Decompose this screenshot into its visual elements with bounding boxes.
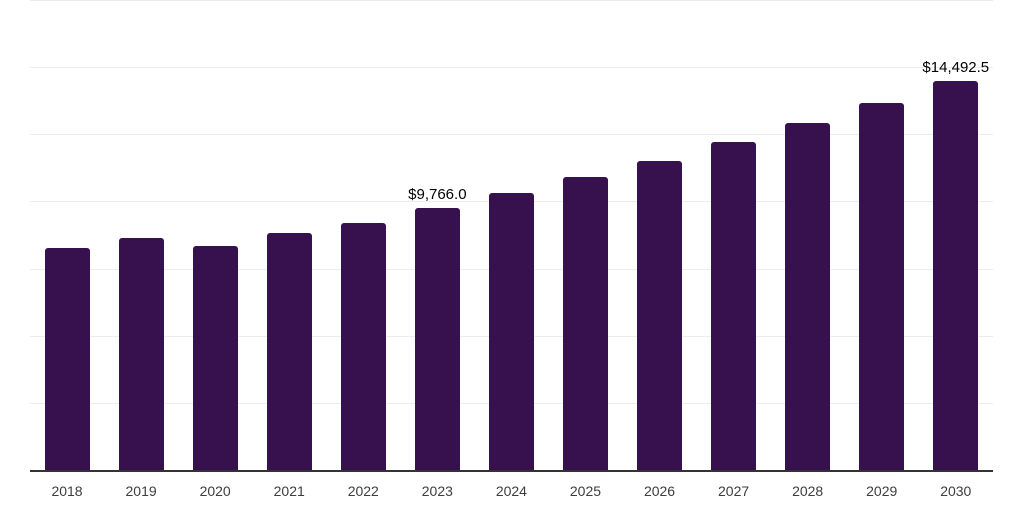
bar-2027: [711, 142, 757, 470]
x-tick-2018: 2018: [51, 483, 83, 499]
x-tick-2028: 2028: [792, 483, 824, 499]
gridline-17500: [30, 0, 993, 1]
gridline-12500: [30, 134, 993, 135]
value-label-2023: $9,766.0: [408, 185, 467, 203]
bar-2029: [859, 103, 905, 470]
x-tick-2025: 2025: [569, 483, 602, 499]
x-tick-2027: 2027: [718, 483, 750, 499]
x-tick-2030: 2030: [940, 483, 972, 499]
bar-2021: [266, 233, 312, 470]
gridline-15000: [30, 67, 993, 68]
x-tick-2020: 2020: [199, 483, 231, 499]
x-tick-2024: 2024: [495, 483, 527, 499]
x-tick-2029: 2029: [866, 483, 898, 499]
bar-2026: [637, 161, 683, 470]
bar-2022: [340, 222, 386, 470]
bar-2023: $9,766.0: [408, 186, 467, 470]
bar-2024: [488, 193, 534, 470]
bar-2018: [44, 247, 90, 470]
x-axis: 2018 2019 2020 2021 2022 2023 2024 2025 2026 2027…: [30, 483, 993, 499]
bar-2030: $14,492.5: [922, 59, 989, 470]
bar-2019: [118, 238, 164, 470]
bar-2025: [562, 177, 608, 470]
x-tick-2022: 2022: [347, 483, 379, 499]
x-tick-2019: 2019: [125, 483, 157, 499]
bars-container: $9,766.0 $14,492.5: [30, 0, 993, 470]
x-tick-2026: 2026: [643, 483, 676, 499]
bar-2028: [785, 122, 831, 470]
x-tick-2023: 2023: [421, 483, 453, 499]
plot-area: $9,766.0 $14,492.5: [30, 0, 993, 472]
bar-2020: [192, 245, 238, 470]
x-tick-2021: 2021: [273, 483, 305, 499]
value-label-2030: $14,492.5: [922, 58, 990, 76]
